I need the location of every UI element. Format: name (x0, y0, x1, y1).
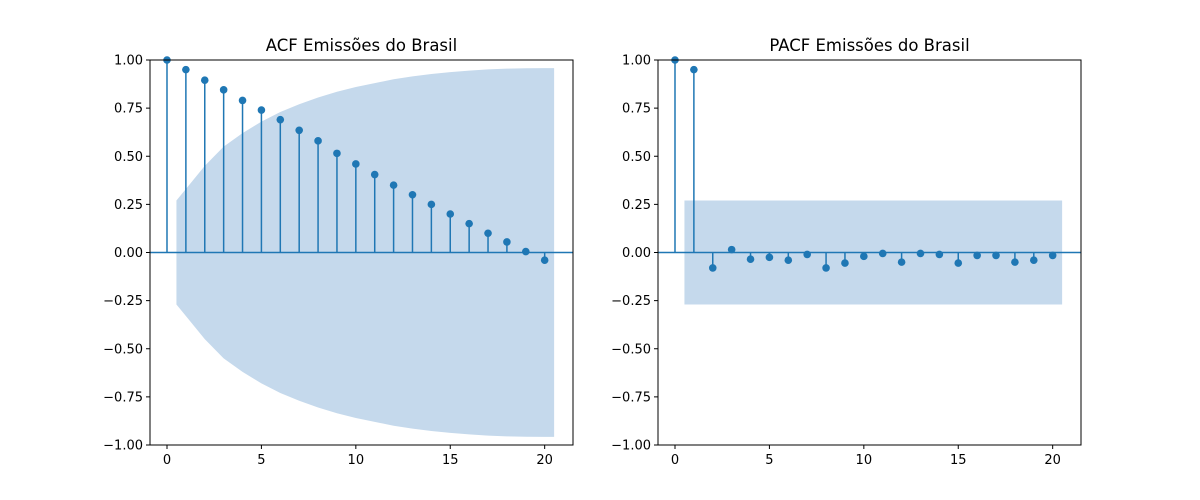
acf-point-lag-14 (427, 200, 436, 209)
acf-xtick-label: 20 (536, 453, 553, 468)
acf-point-lag-2 (200, 76, 209, 85)
pacf-ytick-label: 0.25 (622, 198, 651, 213)
acf-point-lag-8 (314, 137, 322, 145)
pacf-point-lag-20 (1048, 251, 1057, 260)
acf-point-lag-20 (540, 256, 549, 265)
pacf-title: PACF Emissões do Brasil (769, 36, 969, 55)
pacf-xtick-label: 5 (765, 453, 773, 468)
acf-title: ACF Emissões do Brasil (266, 36, 457, 55)
pacf-point-lag-9 (841, 259, 849, 267)
acf-xtick-label: 10 (348, 453, 365, 468)
pacf-ytick-label: 0.75 (622, 102, 651, 117)
acf-point-lag-10 (352, 160, 360, 168)
acf-ytick-label: 0.50 (114, 150, 143, 165)
pacf-point-lag-12 (897, 258, 906, 266)
acf-ytick-label: −0.25 (103, 294, 143, 309)
acf-point-lag-11 (370, 170, 379, 179)
pacf-point-lag-11 (878, 249, 887, 258)
pacf-ytick-label: −1.00 (611, 439, 651, 454)
acf-xtick-label: 15 (442, 453, 459, 468)
pacf-point-lag-4 (746, 255, 755, 264)
acf-panel: −1.00 −0.75 −0.50 −0.25 0.00 0.25 0.50 0.75 1.00… (103, 36, 574, 468)
acf-point-lag-5 (257, 106, 266, 114)
acf-point-lag-19 (521, 247, 530, 256)
acf-point-lag-12 (389, 181, 398, 189)
acf-point-lag-6 (276, 115, 285, 124)
acf-ytick-label: −0.50 (103, 342, 143, 357)
pacf-xtick-label: 0 (671, 453, 679, 468)
pacf-ytick-label: −0.25 (611, 294, 651, 309)
acf-ytick-label: 0.00 (114, 246, 143, 261)
pacf-point-lag-19 (1029, 256, 1038, 265)
pacf-xtick-label: 20 (1044, 453, 1061, 468)
pacf-ytick-label: 0.00 (622, 246, 651, 261)
acf-xtick-label: 5 (257, 453, 265, 468)
acf-point-lag-16 (465, 219, 473, 228)
pacf-point-lag-16 (973, 251, 981, 260)
pacf-ytick-label: 1.00 (622, 54, 651, 69)
acf-ytick-label: 1.00 (114, 54, 143, 69)
pacf-xtick-label: 15 (950, 453, 967, 468)
acf-point-lag-7 (295, 126, 303, 135)
pacf-xtick-label: 10 (856, 453, 873, 468)
acf-ytick-label: −1.00 (103, 439, 143, 454)
pacf-point-lag-14 (935, 250, 944, 259)
pacf-point-lag-6 (784, 256, 793, 265)
acf-point-lag-18 (503, 238, 511, 246)
pacf-point-lag-10 (860, 252, 868, 261)
pacf-point-lag-13 (916, 249, 925, 258)
acf-ytick-label: 0.75 (114, 102, 143, 117)
pacf-point-lag-3 (727, 245, 736, 254)
pacf-ytick-label: −0.50 (611, 342, 651, 357)
pacf-point-lag-15 (954, 259, 963, 267)
acf-point-lag-15 (446, 210, 455, 218)
pacf-point-lag-5 (765, 253, 774, 262)
pacf-panel: −1.00 −0.75 −0.50 −0.25 0.00 0.25 0.50 0.75 1.00… (611, 36, 1082, 468)
acf-point-lag-4 (238, 96, 247, 105)
acf-point-lag-13 (408, 190, 417, 199)
acf-ytick-label: 0.25 (114, 198, 143, 213)
pacf-point-lag-18 (1011, 258, 1019, 266)
pacf-point-lag-8 (822, 264, 830, 272)
pacf-point-lag-2 (708, 264, 717, 272)
acf-point-lag-3 (219, 86, 228, 94)
acf-point-lag-9 (333, 149, 341, 158)
pacf-ytick-label: 0.50 (622, 150, 651, 165)
pacf-ytick-label: −0.75 (611, 390, 651, 405)
acf-point-lag-17 (484, 229, 492, 238)
pacf-point-lag-17 (992, 251, 1000, 260)
acf-ytick-label: −0.75 (103, 390, 143, 405)
acf-point-lag-1 (182, 65, 190, 74)
pacf-point-lag-7 (803, 250, 811, 259)
pacf-point-lag-1 (690, 65, 698, 74)
acf-xtick-label: 0 (163, 453, 171, 468)
